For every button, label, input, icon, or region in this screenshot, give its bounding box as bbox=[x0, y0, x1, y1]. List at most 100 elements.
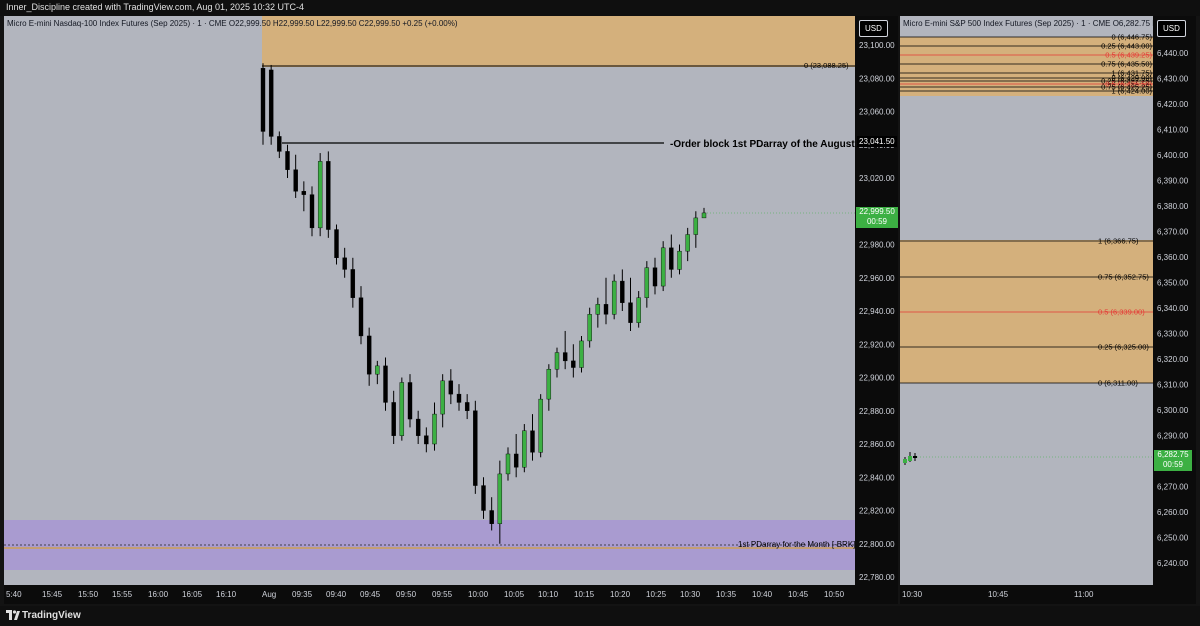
price-tick-label: 6,270.00 bbox=[1157, 483, 1189, 492]
time-tick-label: 09:45 bbox=[360, 590, 381, 599]
candle-body bbox=[358, 297, 364, 337]
nasdaq-price-scale[interactable]: 23,100.0023,080.0023,060.0023,040.0023,0… bbox=[855, 16, 898, 585]
candle-body bbox=[432, 413, 437, 445]
candle-body bbox=[628, 302, 633, 323]
time-tick-label: 09:50 bbox=[396, 590, 417, 599]
price-tick-label: 6,300.00 bbox=[1157, 406, 1189, 415]
time-tick-label: 09:40 bbox=[326, 590, 347, 599]
tradingview-brand: TradingView bbox=[22, 610, 81, 621]
time-tick-label: 10:45 bbox=[788, 590, 809, 599]
price-tick-label: 22,900.00 bbox=[859, 374, 895, 383]
time-tick-label: 10:05 bbox=[504, 590, 525, 599]
chart-credit: Inner_Discipline created with TradingVie… bbox=[6, 2, 305, 12]
candle-body bbox=[456, 393, 462, 403]
sp-candle-body bbox=[908, 456, 912, 461]
fib-level-label: 0.5 (6,426.50) bbox=[1105, 80, 1152, 89]
sp500-chart-panel[interactable]: 0 (6,446.75) 0.25 (6,443.00) 0.5 (6,439.25… bbox=[900, 16, 1196, 604]
candle-body bbox=[448, 380, 454, 395]
candle-body bbox=[546, 368, 552, 400]
time-tick-label: 09:35 bbox=[292, 590, 313, 599]
price-tick-label: 22,800.00 bbox=[859, 540, 895, 549]
candle-body bbox=[677, 250, 682, 270]
nasdaq-chart-panel[interactable]: 0 (23,088.25) -Order block 1st PDarray o… bbox=[4, 16, 898, 604]
pd-array-label: 1st PDarray for the Month [-BRK] bbox=[738, 540, 855, 549]
fib-level-label: 0.75 (6,425.25) bbox=[1101, 83, 1152, 92]
fib-level-label: 0 (6,446.75) bbox=[1112, 33, 1153, 42]
sp-last-price-value: 6,282.75 bbox=[1157, 450, 1189, 459]
candle-body bbox=[464, 402, 470, 411]
candle-body bbox=[522, 430, 527, 468]
candle-body bbox=[489, 510, 494, 525]
price-tick-label: 6,250.00 bbox=[1157, 534, 1189, 543]
time-tick-label: 10:00 bbox=[468, 590, 489, 599]
sp500-time-scale[interactable]: 10:30 10:45 11:00 bbox=[900, 585, 1153, 604]
price-tick-label: 6,320.00 bbox=[1157, 355, 1189, 364]
candle-body bbox=[277, 136, 282, 152]
time-tick-label: 10:25 bbox=[646, 590, 667, 599]
fib-level-label: 0.5 (6,339.00) bbox=[1098, 308, 1145, 317]
price-tick-label: 23,080.00 bbox=[859, 74, 895, 83]
candle-body bbox=[685, 234, 690, 252]
price-tick-label: 22,860.00 bbox=[859, 440, 895, 449]
order-block-price-tag: 23,041.50 bbox=[857, 136, 897, 147]
price-tick-label: 6,380.00 bbox=[1157, 202, 1189, 211]
candle-body bbox=[440, 380, 445, 415]
fib-level-label: 0.25 (6,443.00) bbox=[1101, 42, 1152, 51]
currency-button[interactable]: USD bbox=[859, 20, 888, 37]
candle-body bbox=[391, 402, 396, 436]
price-tick-label: 6,310.00 bbox=[1157, 381, 1189, 390]
candle-body bbox=[407, 382, 413, 420]
candle-body bbox=[660, 247, 666, 287]
price-tick-label: 6,440.00 bbox=[1157, 49, 1189, 58]
nasdaq-time-scale[interactable]: 5:40 15:45 15:50 15:55 16:00 16:05 16:10 Aug 09:… bbox=[4, 585, 855, 604]
price-tick-label: 22,880.00 bbox=[859, 407, 895, 416]
candle-body bbox=[571, 360, 576, 368]
time-tick-label: 16:05 bbox=[182, 590, 203, 599]
upper-premium-zone bbox=[900, 37, 1153, 96]
sp500-plot-area[interactable]: 0 (6,446.75) 0.25 (6,443.00) 0.5 (6,439.25… bbox=[900, 16, 1153, 585]
fib-level-label: 0.75 (6,352.75) bbox=[1098, 273, 1149, 282]
fib-level-label: 0.75 (6,435.50) bbox=[1101, 60, 1152, 69]
time-tick-label: 11:00 bbox=[1074, 590, 1094, 599]
fib-level-label: 0.25 (6,325.00) bbox=[1098, 343, 1149, 352]
nasdaq-plot-area[interactable]: 0 (23,088.25) -Order block 1st PDarray o… bbox=[4, 16, 855, 585]
price-tick-label: 23,060.00 bbox=[859, 108, 895, 117]
price-tick-label: 22,840.00 bbox=[859, 473, 895, 482]
price-tick-label: 22,940.00 bbox=[859, 307, 895, 316]
candle-body bbox=[513, 453, 519, 468]
candle-body bbox=[595, 304, 601, 315]
sp-last-price-tag: 6,282.75 00:59 bbox=[1154, 450, 1192, 471]
price-tick-label: 6,330.00 bbox=[1157, 330, 1189, 339]
price-tick-label: 6,430.00 bbox=[1157, 75, 1189, 84]
upper-fib-group: 0 (6,446.75)0.25 (6,443.00)0.5 (6,439.25… bbox=[900, 33, 1153, 96]
fib-level-label: 0.25 (6,427.75) bbox=[1101, 77, 1152, 86]
time-tick-label: 15:55 bbox=[112, 590, 133, 599]
lower-fib-group: 1 (6,366.75) 0.75 (6,352.75) 0.5 (6,339.00… bbox=[900, 237, 1153, 388]
sp500-price-scale[interactable]: 6,440.00 6,430.00 6,420.00 6,410.00 6,400.00… bbox=[1153, 16, 1196, 585]
candles-group bbox=[260, 63, 707, 544]
time-tick-label: 10:10 bbox=[538, 590, 559, 599]
sp500-symbol-title: Micro E-mini S&P 500 Index Futures (Sep … bbox=[903, 19, 1153, 28]
candle-body bbox=[652, 267, 658, 287]
bar-countdown: 00:59 bbox=[866, 217, 888, 226]
time-tick-label: 10:30 bbox=[902, 590, 923, 599]
candle-body bbox=[644, 267, 650, 298]
last-price-value: 22,999.50 bbox=[859, 207, 895, 216]
candle-body bbox=[473, 410, 478, 486]
candle-body bbox=[334, 229, 339, 259]
premium-zone bbox=[262, 16, 855, 67]
candle-body bbox=[579, 340, 584, 368]
candle-body bbox=[481, 485, 486, 511]
time-tick-label: 09:55 bbox=[432, 590, 453, 599]
candle-body bbox=[424, 435, 429, 445]
fib-level-label: 0 (6,429.00) bbox=[1112, 74, 1153, 83]
nasdaq-candles-svg: 0 (23,088.25) -Order block 1st PDarray o… bbox=[4, 16, 855, 570]
candle-body bbox=[415, 418, 421, 436]
price-tick-label: 23,100.00 bbox=[859, 41, 895, 50]
tradingview-logo-icon bbox=[6, 610, 20, 620]
candle-body bbox=[620, 280, 625, 303]
currency-button[interactable]: USD bbox=[1157, 20, 1186, 37]
nasdaq-symbol-title: Micro E-mini Nasdaq-100 Index Futures (S… bbox=[7, 19, 458, 28]
time-tick-label: 10:40 bbox=[752, 590, 773, 599]
order-block-label: -Order block 1st PDarray of the August - bbox=[670, 139, 855, 150]
